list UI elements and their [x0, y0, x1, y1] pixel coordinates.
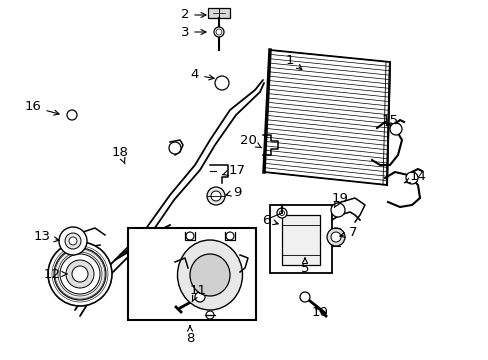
Text: 12: 12 [43, 267, 67, 280]
Bar [207, 8, 229, 18]
Circle shape [196, 261, 224, 289]
Circle shape [59, 227, 87, 255]
Text: 7: 7 [339, 226, 357, 239]
Circle shape [210, 191, 221, 201]
Circle shape [206, 187, 224, 205]
Circle shape [72, 266, 88, 282]
Text: 1: 1 [285, 54, 301, 69]
Text: 18: 18 [111, 145, 128, 164]
Circle shape [195, 292, 204, 302]
Ellipse shape [190, 254, 229, 296]
Circle shape [69, 237, 77, 245]
Circle shape [330, 203, 345, 217]
Circle shape [326, 228, 345, 246]
Text: 2: 2 [181, 9, 205, 22]
Bar [282, 215, 319, 265]
Text: 20: 20 [239, 134, 261, 148]
Circle shape [185, 232, 194, 240]
Text: 3: 3 [181, 26, 205, 39]
Circle shape [54, 248, 106, 300]
Circle shape [48, 242, 112, 306]
Bar [269, 205, 331, 273]
Circle shape [215, 76, 228, 90]
Circle shape [60, 254, 100, 294]
Polygon shape [264, 50, 389, 185]
Text: 13: 13 [34, 230, 59, 243]
Text: 16: 16 [24, 100, 59, 115]
Circle shape [225, 232, 234, 240]
Circle shape [330, 232, 340, 242]
Text: 19: 19 [331, 192, 348, 207]
Text: 10: 10 [311, 306, 328, 319]
Text: 14: 14 [404, 171, 426, 184]
Ellipse shape [177, 240, 242, 310]
Circle shape [66, 260, 94, 288]
Circle shape [214, 27, 224, 37]
Circle shape [205, 311, 214, 319]
Circle shape [276, 208, 286, 218]
Circle shape [169, 142, 181, 154]
Text: 17: 17 [223, 163, 245, 176]
Circle shape [203, 268, 217, 282]
Text: 4: 4 [190, 68, 214, 81]
Circle shape [299, 292, 309, 302]
Text: 8: 8 [185, 326, 194, 345]
Text: 15: 15 [381, 113, 398, 126]
Bar [128, 228, 256, 320]
Circle shape [65, 233, 81, 249]
Text: 11: 11 [189, 284, 206, 302]
Circle shape [67, 110, 77, 120]
Text: 5: 5 [300, 258, 308, 274]
Circle shape [405, 172, 417, 184]
Circle shape [216, 29, 222, 35]
Text: 6: 6 [261, 213, 278, 226]
Circle shape [279, 211, 284, 216]
Text: 9: 9 [225, 185, 241, 198]
Circle shape [389, 123, 401, 135]
